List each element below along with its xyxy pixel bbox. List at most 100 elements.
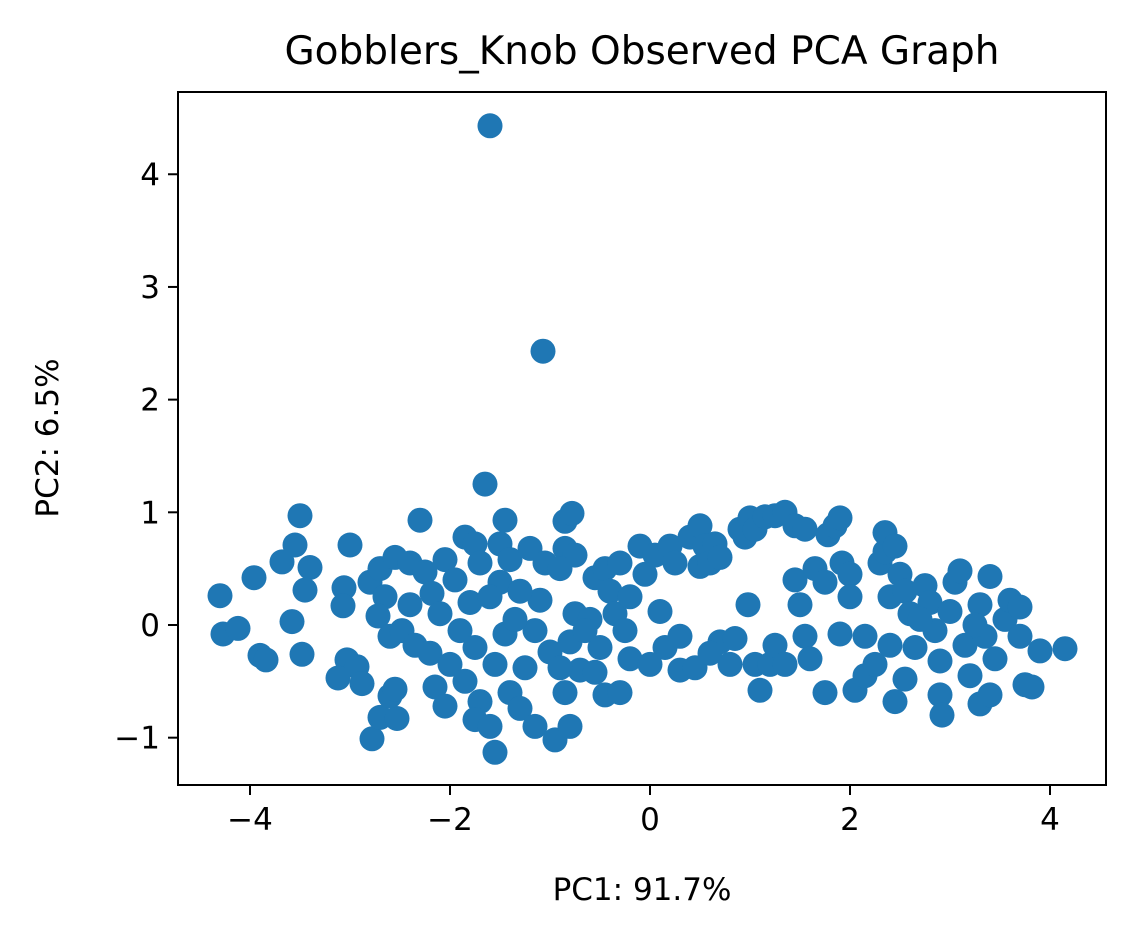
- data-point-23: [359, 726, 385, 752]
- data-point-22: [349, 671, 375, 697]
- data-point-129: [782, 567, 808, 593]
- data-point-104: [687, 513, 713, 539]
- data-point-55: [477, 713, 503, 739]
- x-tick-label-1: −2: [427, 802, 473, 838]
- data-point-17: [331, 575, 357, 601]
- data-point-16: [337, 532, 363, 558]
- y-tick-label-0: −1: [114, 721, 160, 757]
- plot-frame: [177, 91, 1107, 786]
- data-point-125: [747, 677, 773, 703]
- data-point-167: [957, 663, 983, 689]
- data-point-144: [862, 651, 888, 677]
- data-point-194: [547, 655, 573, 681]
- data-point-196: [962, 612, 988, 638]
- data-point-130: [787, 592, 813, 618]
- data-point-57: [492, 507, 518, 533]
- data-point-66: [507, 695, 533, 721]
- data-point-43: [432, 693, 458, 719]
- data-point-155: [902, 635, 928, 660]
- data-point-160: [927, 648, 953, 674]
- x-axis-label: PC1: 91.7%: [553, 872, 732, 908]
- data-point-133: [812, 569, 838, 595]
- chart-title: Gobblers_Knob Observed PCA Graph: [284, 29, 999, 74]
- data-point-165: [947, 558, 973, 584]
- data-point-1: [530, 338, 556, 364]
- data-point-138: [837, 561, 863, 587]
- data-point-67: [522, 713, 548, 739]
- y-tick-label-5: 4: [140, 157, 160, 193]
- data-point-63: [482, 651, 508, 677]
- data-point-10: [282, 532, 308, 558]
- data-point-172: [977, 564, 1003, 589]
- data-point-101: [662, 550, 688, 576]
- data-point-153: [882, 689, 908, 715]
- y-tick-label-3: 2: [140, 383, 160, 419]
- y-axis-ticks: −1 0 1 2 3 4: [114, 157, 178, 757]
- data-point-171: [977, 682, 1003, 708]
- data-point-59: [497, 547, 523, 573]
- data-point-183: [442, 567, 468, 593]
- data-point-90: [587, 635, 613, 660]
- y-tick-label-4: 3: [140, 270, 160, 306]
- data-point-88: [607, 550, 633, 576]
- data-point-50: [447, 618, 473, 644]
- data-point-188: [667, 623, 693, 649]
- data-point-180: [1027, 638, 1053, 664]
- data-point-32: [412, 559, 438, 585]
- data-point-33: [407, 507, 433, 533]
- data-point-15: [289, 641, 315, 667]
- data-point-74: [559, 500, 585, 526]
- data-point-140: [812, 680, 838, 706]
- data-point-187: [617, 584, 643, 610]
- data-point-191: [852, 623, 878, 649]
- data-point-79: [557, 713, 583, 739]
- data-point-87: [597, 578, 623, 604]
- data-point-71: [522, 618, 548, 644]
- data-point-99: [637, 651, 663, 677]
- data-point-42: [422, 674, 448, 700]
- data-point-181: [1052, 636, 1078, 662]
- data-point-141: [827, 621, 853, 647]
- data-point-35: [365, 603, 391, 629]
- data-point-11: [287, 503, 313, 529]
- data-point-80: [552, 680, 578, 706]
- data-point-109: [707, 544, 733, 570]
- data-point-48: [467, 550, 493, 576]
- data-point-182: [427, 601, 453, 627]
- x-tick-label-4: 4: [1040, 802, 1060, 838]
- x-axis-ticks: −4 −2 0 2 4: [227, 785, 1060, 838]
- data-point-77: [547, 556, 573, 582]
- data-point-18: [330, 593, 356, 619]
- data-point-185: [502, 606, 528, 632]
- data-point-151: [892, 578, 918, 604]
- data-point-122: [792, 516, 818, 542]
- data-point-162: [929, 702, 955, 728]
- data-point-127: [762, 632, 788, 658]
- data-point-186: [572, 618, 598, 644]
- data-point-9: [269, 549, 295, 575]
- data-point-39: [419, 580, 445, 606]
- data-point-2: [472, 471, 498, 497]
- data-point-51: [462, 635, 488, 660]
- data-point-95: [632, 561, 658, 587]
- data-point-27: [382, 676, 408, 702]
- data-point-195: [907, 606, 933, 632]
- data-point-189: [697, 640, 723, 666]
- data-point-163: [937, 599, 963, 624]
- data-point-25: [384, 706, 410, 731]
- data-point-34: [372, 584, 398, 610]
- data-point-148: [882, 533, 908, 559]
- data-point-136: [827, 505, 853, 531]
- data-point-139: [837, 584, 863, 610]
- data-point-179: [1019, 674, 1045, 700]
- y-tick-label-2: 1: [140, 495, 160, 531]
- data-point-154: [892, 666, 918, 692]
- data-point-61: [477, 584, 503, 610]
- data-point-97: [647, 599, 673, 624]
- data-point-112: [717, 651, 743, 677]
- x-tick-label-2: 0: [640, 802, 660, 838]
- data-point-38: [397, 592, 423, 618]
- data-point-47: [462, 531, 488, 557]
- data-point-45: [432, 547, 458, 573]
- data-point-49: [457, 590, 483, 615]
